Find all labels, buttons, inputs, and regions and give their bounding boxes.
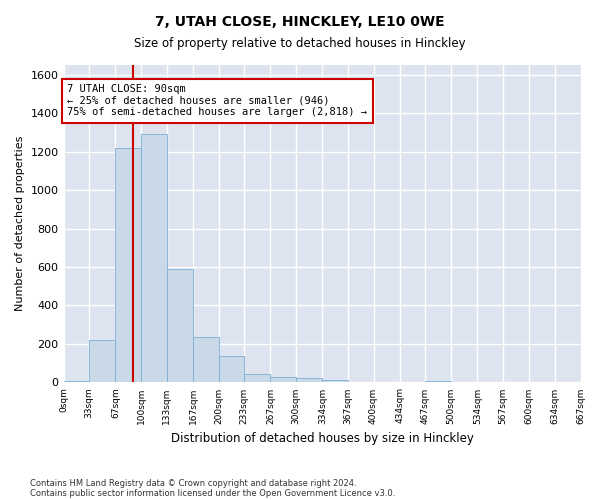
Bar [115, 148, 141, 382]
Bar [244, 374, 271, 382]
Bar [89, 340, 115, 382]
Bar [64, 380, 89, 382]
X-axis label: Distribution of detached houses by size in Hinckley: Distribution of detached houses by size … [170, 432, 473, 445]
Bar [425, 380, 451, 382]
Bar [322, 380, 348, 382]
Text: Contains public sector information licensed under the Open Government Licence v3: Contains public sector information licen… [30, 488, 395, 498]
Bar [296, 378, 322, 382]
Bar [167, 269, 193, 382]
Y-axis label: Number of detached properties: Number of detached properties [15, 136, 25, 312]
Text: 7, UTAH CLOSE, HINCKLEY, LE10 0WE: 7, UTAH CLOSE, HINCKLEY, LE10 0WE [155, 15, 445, 29]
Bar [141, 134, 167, 382]
Text: 7 UTAH CLOSE: 90sqm
← 25% of detached houses are smaller (946)
75% of semi-detac: 7 UTAH CLOSE: 90sqm ← 25% of detached ho… [67, 84, 367, 117]
Bar [271, 376, 296, 382]
Text: Contains HM Land Registry data © Crown copyright and database right 2024.: Contains HM Land Registry data © Crown c… [30, 478, 356, 488]
Bar [193, 337, 218, 382]
Text: Size of property relative to detached houses in Hinckley: Size of property relative to detached ho… [134, 38, 466, 51]
Bar [218, 356, 244, 382]
